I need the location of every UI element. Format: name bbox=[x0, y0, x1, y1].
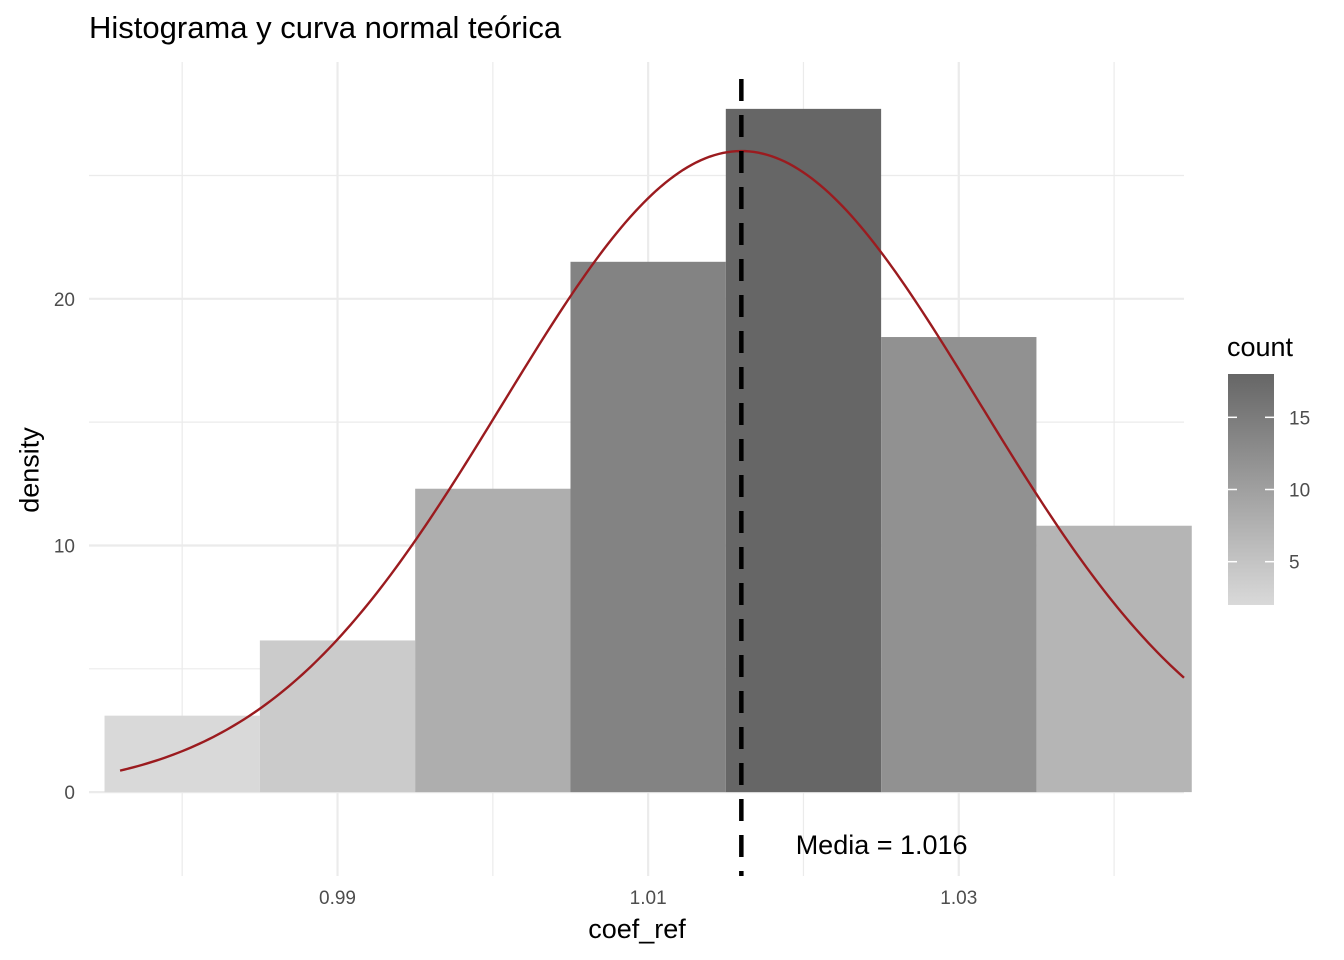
mean-annotation: Media = 1.016 bbox=[796, 830, 968, 860]
y-tick-label-1: 10 bbox=[54, 536, 75, 557]
legend-tick-label-0: 5 bbox=[1289, 553, 1300, 574]
normal-curve bbox=[119, 149, 1185, 772]
color-legend: 5 10 15 bbox=[1228, 374, 1310, 605]
legend-tick-label-1: 10 bbox=[1289, 481, 1310, 502]
legend-title: count bbox=[1227, 332, 1294, 362]
x-tick-label-0: 0.99 bbox=[319, 888, 356, 909]
x-tick-label-2: 1.03 bbox=[940, 888, 977, 909]
histogram-bar-6 bbox=[1036, 525, 1192, 793]
legend-tick-label-2: 15 bbox=[1289, 408, 1310, 429]
histogram-bars bbox=[104, 108, 1192, 793]
histogram-bar-5 bbox=[881, 337, 1037, 793]
histogram-bar-2 bbox=[415, 488, 571, 793]
x-tick-label-1: 1.01 bbox=[630, 888, 667, 909]
normal-curve-layer bbox=[119, 149, 1185, 772]
mean-line-layer: Media = 1.016 bbox=[739, 79, 968, 876]
histogram-bar-4 bbox=[725, 108, 882, 793]
x-axis-label: coef_ref bbox=[588, 914, 686, 944]
histogram-bar-3 bbox=[570, 261, 726, 793]
histogram-bar-0 bbox=[104, 715, 260, 793]
chart-title: Histograma y curva normal teórica bbox=[89, 10, 562, 45]
y-tick-label-2: 20 bbox=[54, 290, 75, 311]
histogram-bar-1 bbox=[259, 640, 416, 793]
y-tick-label-0: 0 bbox=[64, 783, 75, 804]
axis-ticks: 0.99 1.01 1.03 0 10 20 bbox=[54, 290, 977, 909]
